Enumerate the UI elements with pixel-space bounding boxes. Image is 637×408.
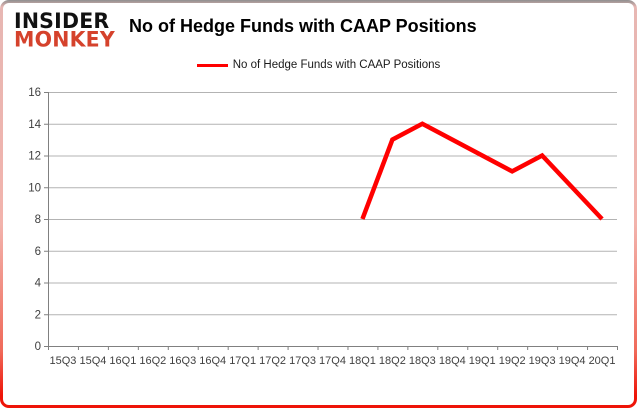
x-axis-tick-label: 17Q3 <box>289 355 316 367</box>
legend-line-swatch <box>196 64 228 67</box>
x-axis-tick-label: 17Q1 <box>229 355 256 367</box>
x-axis-tick-label: 19Q2 <box>499 355 526 367</box>
series-line <box>360 121 604 221</box>
y-axis-tick-label: 14 <box>28 119 41 131</box>
x-axis-tick-label: 19Q3 <box>529 355 556 367</box>
logo-line-monkey: MONKEY <box>14 26 115 52</box>
y-axis-tick-label: 16 <box>28 87 41 99</box>
legend: No of Hedge Funds with CAAP Positions <box>3 59 634 71</box>
y-axis-tick-label: 10 <box>28 182 41 194</box>
chart-canvas: INSIDER MONKEY No of Hedge Funds with CA… <box>3 3 634 405</box>
x-axis-tick-label: 15Q4 <box>79 355 106 367</box>
x-axis-tick-label: 15Q3 <box>50 355 77 367</box>
x-axis-tick-label: 18Q4 <box>439 355 466 367</box>
x-axis-tick-label: 16Q4 <box>199 355 226 367</box>
y-axis-tick-label: 8 <box>35 214 41 226</box>
x-axis-tick-label: 16Q3 <box>169 355 196 367</box>
y-axis-tick-label: 4 <box>35 278 42 290</box>
x-axis-tick-label: 19Q1 <box>469 355 496 367</box>
y-axis-tick-label: 12 <box>28 151 41 163</box>
logo-line-insider: INSIDER <box>14 8 110 34</box>
x-axis-tick-label: 18Q1 <box>349 355 376 367</box>
x-axis-tick-label: 16Q2 <box>139 355 166 367</box>
x-axis-tick-label: 19Q4 <box>559 355 586 367</box>
x-axis-tick-label: 18Q3 <box>409 355 436 367</box>
y-axis-tick-label: 0 <box>35 341 41 353</box>
x-axis-tick-label: 17Q4 <box>319 355 346 367</box>
insider-monkey-logo: INSIDER MONKEY <box>14 8 115 52</box>
y-axis-tick-label: 2 <box>35 309 41 321</box>
x-axis-tick-label: 16Q1 <box>109 355 136 367</box>
legend-label: No of Hedge Funds with CAAP Positions <box>232 59 441 71</box>
x-axis-tick-label: 17Q2 <box>259 355 286 367</box>
x-axis-tick-label: 18Q2 <box>379 355 406 367</box>
y-axis-tick-label: 6 <box>35 246 41 258</box>
x-axis-tick-label: 20Q1 <box>589 355 616 367</box>
chart-title: No of Hedge Funds with CAAP Positions <box>129 16 477 36</box>
